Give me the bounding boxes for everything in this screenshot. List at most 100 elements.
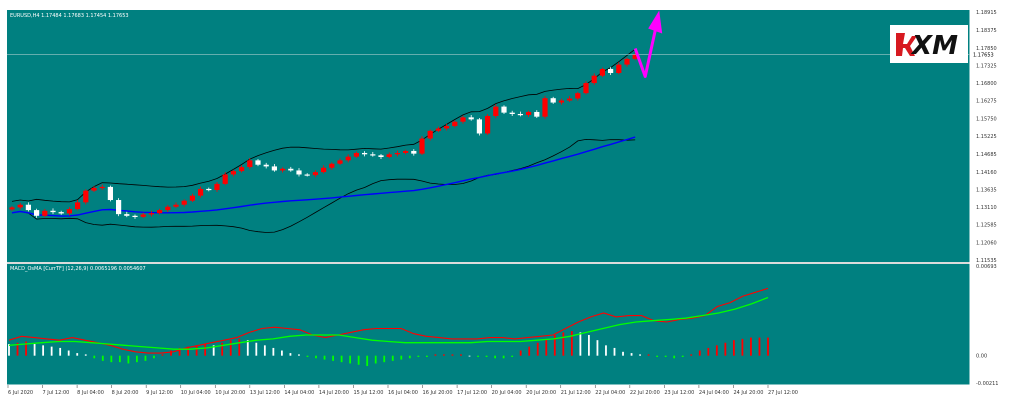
- candle-body: [263, 164, 269, 167]
- logo-mark-icon: [896, 33, 917, 56]
- candle-body: [189, 195, 195, 201]
- histogram-bar: [562, 332, 565, 356]
- candle-body: [42, 210, 48, 216]
- histogram-bar: [528, 346, 531, 356]
- time-tick-label: 20 Jul 04:00: [492, 390, 522, 396]
- time-tick-label: 20 Jul 20:00: [526, 390, 556, 396]
- candle-body: [107, 186, 113, 201]
- histogram-bar: [195, 345, 198, 356]
- candle-body: [567, 98, 573, 101]
- candle-body: [50, 210, 56, 213]
- candle-body: [255, 160, 261, 165]
- candle-body: [206, 188, 212, 191]
- price-tick-label: 1.11535: [976, 258, 997, 264]
- main-chart-header: EURUSD,H4 1.17484 1.17683 1.17454 1.1765…: [10, 13, 129, 19]
- macd-lines-layer: [8, 287, 769, 354]
- histogram-bar: [144, 355, 147, 361]
- time-tick-label: 23 Jul 12:00: [664, 390, 694, 396]
- histogram-bar: [664, 355, 667, 357]
- time-tick-label: 24 Jul 20:00: [733, 390, 763, 396]
- macd-pane[interactable]: [7, 264, 970, 385]
- histogram-bar: [647, 354, 650, 356]
- histogram-bar: [767, 337, 769, 356]
- histogram-bar: [536, 342, 539, 356]
- candle-body: [452, 121, 458, 127]
- candle-body: [312, 172, 318, 176]
- histogram-bar: [630, 353, 633, 356]
- time-tick-label: 6 Jul 2020: [8, 390, 33, 396]
- histogram-bar: [59, 347, 62, 356]
- histogram-bar: [16, 342, 19, 356]
- candle-body: [337, 160, 343, 164]
- time-tick-label: 24 Jul 04:00: [699, 390, 729, 396]
- candle-body: [583, 83, 589, 94]
- histogram-bar: [76, 353, 79, 356]
- time-tick-label: 10 Jul 20:00: [215, 390, 245, 396]
- histogram-bar: [161, 354, 164, 356]
- histogram-bar: [605, 345, 607, 356]
- histogram-bar: [639, 354, 641, 356]
- candle-body: [214, 183, 220, 190]
- histogram-bar: [110, 355, 113, 363]
- price-tick-label: 1.12060: [976, 240, 997, 246]
- price-tick-label: 1.12585: [976, 223, 997, 229]
- candle-body: [173, 204, 179, 207]
- candle-body: [632, 54, 638, 59]
- histogram-bar: [707, 347, 710, 356]
- time-tick-label: 8 Jul 04:00: [77, 390, 104, 396]
- time-tick-label: 22 Jul 20:00: [630, 390, 660, 396]
- histogram-bar: [502, 355, 505, 359]
- candle-body: [304, 174, 310, 176]
- candle-body: [329, 163, 335, 168]
- logo-text: XM: [910, 31, 958, 61]
- candle-body: [386, 154, 392, 158]
- candle-body: [599, 68, 605, 76]
- histogram-bar: [246, 340, 249, 356]
- histogram-bar: [443, 354, 445, 356]
- histogram-bar: [349, 355, 352, 364]
- histogram-bar: [136, 355, 138, 363]
- histogram-bar: [50, 346, 53, 356]
- histogram-bar: [289, 353, 292, 356]
- candles-layer: [9, 52, 638, 219]
- candle-body: [280, 168, 286, 171]
- signal-line: [8, 296, 769, 350]
- candle-body: [419, 138, 425, 154]
- candle-body: [25, 204, 31, 211]
- time-tick-label: 10 Jul 04:00: [181, 390, 211, 396]
- price-tick-label: 1.16800: [976, 81, 997, 87]
- price-tick-label: 1.13110: [976, 205, 997, 211]
- main-pane[interactable]: [7, 10, 970, 262]
- histogram-bar: [485, 355, 488, 357]
- histogram-bar: [374, 355, 377, 364]
- histogram-bar: [118, 355, 121, 363]
- candle-body: [165, 206, 171, 211]
- candle-body: [370, 154, 376, 156]
- price-tick-label: 1.16275: [976, 99, 997, 105]
- histogram-bar: [315, 355, 317, 359]
- candle-body: [624, 58, 630, 65]
- macd-tick-label: 0.00: [976, 354, 987, 360]
- candle-body: [345, 156, 351, 161]
- candle-body: [83, 190, 89, 203]
- histogram-bar: [170, 350, 172, 356]
- macd-tick-label: -0.00211: [976, 381, 998, 387]
- forecast-arrow-head: [648, 10, 663, 34]
- histogram-bar: [698, 350, 701, 356]
- candle-body: [222, 174, 228, 184]
- histogram-bar: [477, 355, 479, 357]
- candle-body: [550, 98, 556, 103]
- candle-body: [91, 187, 97, 191]
- candle-body: [362, 152, 368, 155]
- histogram-bar: [545, 338, 548, 356]
- histogram-bar: [613, 347, 616, 356]
- price-tick-label: 1.17850: [976, 46, 997, 52]
- price-tick-label: 1.13635: [976, 187, 997, 193]
- histogram-bar: [758, 337, 761, 356]
- histogram-bar: [178, 347, 181, 356]
- histogram-bar: [263, 345, 266, 356]
- candle-body: [99, 186, 105, 189]
- current-price-label: 1.17653: [973, 52, 994, 58]
